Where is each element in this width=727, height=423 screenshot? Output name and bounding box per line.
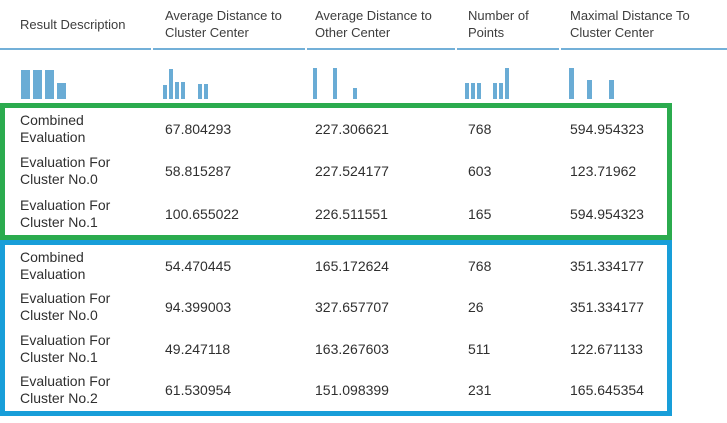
column-header-result-description[interactable]: Result Description	[0, 16, 153, 33]
column-header-label: Maximal Distance To Cluster Center	[570, 8, 690, 40]
row-description-cell: Evaluation For Cluster No.0	[20, 154, 111, 188]
header-underline-segment	[153, 48, 307, 50]
value-cell: 768	[468, 257, 492, 274]
column-header-label: Average Distance to Other Center	[315, 8, 432, 40]
table-row[interactable]: Evaluation For Cluster No.0 58.815287 227.…	[5, 150, 667, 192]
result-group-2: Combined Evaluation 54.470445 165.172624 76…	[0, 240, 672, 416]
value-cell: 231	[468, 382, 492, 399]
row-description-cell: Combined Evaluation	[20, 248, 86, 282]
histogram-bar	[181, 82, 185, 99]
histogram-bar	[169, 69, 173, 99]
value-cell: 54.470445	[165, 257, 232, 274]
value-cell: 100.655022	[165, 205, 239, 222]
histogram-bar	[175, 82, 179, 99]
histogram-cell-result-description[interactable]	[0, 50, 153, 103]
histogram-bar	[333, 68, 337, 99]
table-row[interactable]: Combined Evaluation 54.470445 165.172624 76…	[5, 245, 667, 287]
value-cell: 226.511551	[315, 205, 388, 222]
histogram-bar	[499, 83, 503, 99]
histogram-bar	[569, 68, 574, 99]
histogram-bar	[45, 70, 54, 99]
value-cell: 61.530954	[165, 382, 232, 399]
histogram-bar	[33, 70, 42, 99]
histogram-bar	[21, 70, 30, 99]
table-row[interactable]: Evaluation For Cluster No.1 49.247118 163.…	[5, 328, 667, 370]
histogram-bar	[353, 88, 357, 99]
column-histogram	[21, 68, 66, 99]
table-header-row: Result Description Average Distance to Cl…	[0, 0, 727, 48]
row-description-cell: Evaluation For Cluster No.2	[20, 373, 111, 407]
value-cell: 49.247118	[165, 340, 231, 357]
table-row[interactable]: Evaluation For Cluster No.0 94.399003 327.…	[5, 287, 667, 329]
value-cell: 94.399003	[165, 299, 232, 316]
histogram-bar	[204, 84, 208, 99]
column-histogram	[569, 68, 614, 99]
table-row[interactable]: Evaluation For Cluster No.2 61.530954 151.…	[5, 370, 667, 412]
column-header-label: Number of Points	[468, 8, 529, 40]
column-header-avg-distance-other-center[interactable]: Average Distance to Other Center	[307, 7, 457, 41]
histogram-bar	[313, 68, 317, 99]
histogram-bar	[198, 84, 202, 99]
value-cell: 151.098399	[315, 382, 389, 399]
value-cell: 351.334177	[570, 299, 644, 316]
histogram-bar	[477, 83, 481, 99]
histogram-bar	[57, 83, 66, 99]
histogram-bar	[163, 85, 167, 99]
value-cell: 58.815287	[165, 163, 232, 180]
column-header-label: Result Description	[20, 16, 126, 32]
column-header-number-of-points[interactable]: Number of Points	[457, 7, 561, 41]
histogram-bar	[493, 83, 497, 99]
value-cell: 122.671133	[570, 340, 643, 357]
column-histogram-row	[0, 50, 727, 103]
row-description-cell: Evaluation For Cluster No.1	[20, 196, 111, 230]
value-cell: 123.71962	[570, 163, 637, 180]
value-cell: 327.657707	[315, 299, 389, 316]
header-underline-segment	[0, 48, 153, 50]
header-underline	[0, 48, 727, 50]
value-cell: 351.334177	[570, 257, 644, 274]
value-cell: 26	[468, 299, 484, 316]
value-cell: 594.954323	[570, 121, 644, 138]
histogram-bar	[587, 80, 592, 99]
histogram-bar	[609, 80, 614, 99]
result-group-1: Combined Evaluation 67.804293 227.306621 76…	[0, 103, 672, 240]
column-header-avg-distance-cluster-center[interactable]: Average Distance to Cluster Center	[153, 7, 307, 41]
column-header-label: Average Distance to Cluster Center	[165, 8, 282, 40]
value-cell: 227.524177	[315, 163, 389, 180]
column-histogram	[465, 68, 509, 99]
histogram-cell-number-of-points[interactable]	[457, 50, 561, 103]
value-cell: 511	[468, 340, 491, 357]
value-cell: 227.306621	[315, 121, 389, 138]
histogram-cell-max-distance-cluster-center[interactable]	[561, 50, 727, 103]
row-description-cell: Evaluation For Cluster No.0	[20, 290, 111, 324]
value-cell: 768	[468, 121, 492, 138]
value-cell: 165	[468, 205, 492, 222]
value-cell: 165.645354	[570, 382, 644, 399]
histogram-cell-avg-distance-cluster-center[interactable]	[153, 50, 307, 103]
table-row[interactable]: Evaluation For Cluster No.1 100.655022 226…	[5, 193, 667, 235]
column-histogram	[163, 68, 208, 99]
header-underline-segment	[307, 48, 457, 50]
histogram-cell-avg-distance-other-center[interactable]	[307, 50, 457, 103]
row-description-cell: Evaluation For Cluster No.1	[20, 331, 111, 365]
column-histogram	[313, 68, 357, 99]
value-cell: 67.804293	[165, 121, 232, 138]
value-cell: 594.954323	[570, 205, 644, 222]
header-underline-segment	[561, 48, 727, 50]
column-header-max-distance-cluster-center[interactable]: Maximal Distance To Cluster Center	[561, 7, 727, 41]
value-cell: 163.267603	[315, 340, 389, 357]
table-row[interactable]: Combined Evaluation 67.804293 227.306621 76…	[5, 108, 667, 150]
histogram-bar	[471, 83, 475, 99]
value-cell: 165.172624	[315, 257, 389, 274]
row-description-cell: Combined Evaluation	[20, 112, 86, 146]
row-groups: Combined Evaluation 67.804293 227.306621 76…	[0, 103, 727, 416]
histogram-bar	[505, 68, 509, 99]
value-cell: 603	[468, 163, 492, 180]
histogram-bar	[465, 83, 469, 99]
header-underline-segment	[457, 48, 561, 50]
